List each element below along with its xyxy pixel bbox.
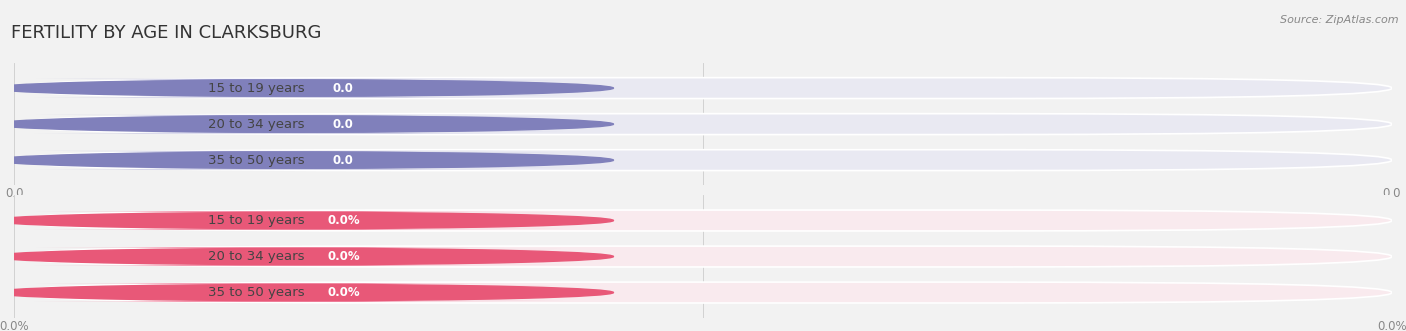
Circle shape	[0, 248, 613, 265]
Text: 0.0%: 0.0%	[328, 214, 360, 227]
FancyBboxPatch shape	[35, 283, 506, 302]
FancyBboxPatch shape	[35, 211, 506, 230]
FancyBboxPatch shape	[14, 246, 1392, 267]
Text: 15 to 19 years: 15 to 19 years	[208, 214, 304, 227]
FancyBboxPatch shape	[35, 79, 506, 97]
Text: 15 to 19 years: 15 to 19 years	[208, 82, 304, 95]
FancyBboxPatch shape	[124, 80, 562, 96]
FancyBboxPatch shape	[35, 151, 506, 169]
FancyBboxPatch shape	[14, 150, 1392, 170]
FancyBboxPatch shape	[14, 282, 1392, 303]
FancyBboxPatch shape	[124, 285, 562, 300]
Text: 0.0%: 0.0%	[0, 319, 30, 331]
Circle shape	[0, 80, 613, 96]
Text: 0.0%: 0.0%	[1376, 319, 1406, 331]
Text: 0.0: 0.0	[333, 82, 354, 95]
FancyBboxPatch shape	[35, 115, 506, 133]
Text: 20 to 34 years: 20 to 34 years	[208, 118, 304, 131]
Text: 0.0: 0.0	[4, 187, 24, 200]
Circle shape	[0, 152, 613, 168]
FancyBboxPatch shape	[14, 210, 1392, 231]
Text: Source: ZipAtlas.com: Source: ZipAtlas.com	[1281, 15, 1399, 25]
FancyBboxPatch shape	[14, 78, 1392, 99]
Text: 0.0%: 0.0%	[328, 286, 360, 299]
Text: 0.0: 0.0	[333, 154, 354, 166]
Circle shape	[0, 284, 613, 301]
Circle shape	[0, 213, 613, 229]
Circle shape	[0, 116, 613, 132]
FancyBboxPatch shape	[124, 153, 562, 168]
Text: 0.0%: 0.0%	[328, 250, 360, 263]
Text: 20 to 34 years: 20 to 34 years	[208, 250, 304, 263]
FancyBboxPatch shape	[35, 247, 506, 266]
FancyBboxPatch shape	[124, 117, 562, 132]
FancyBboxPatch shape	[124, 249, 562, 264]
FancyBboxPatch shape	[14, 114, 1392, 135]
Text: 0.0: 0.0	[1382, 187, 1402, 200]
Text: FERTILITY BY AGE IN CLARKSBURG: FERTILITY BY AGE IN CLARKSBURG	[11, 24, 322, 42]
Text: 0.0: 0.0	[333, 118, 354, 131]
Text: 35 to 50 years: 35 to 50 years	[208, 286, 304, 299]
Text: 35 to 50 years: 35 to 50 years	[208, 154, 304, 166]
FancyBboxPatch shape	[124, 213, 562, 228]
